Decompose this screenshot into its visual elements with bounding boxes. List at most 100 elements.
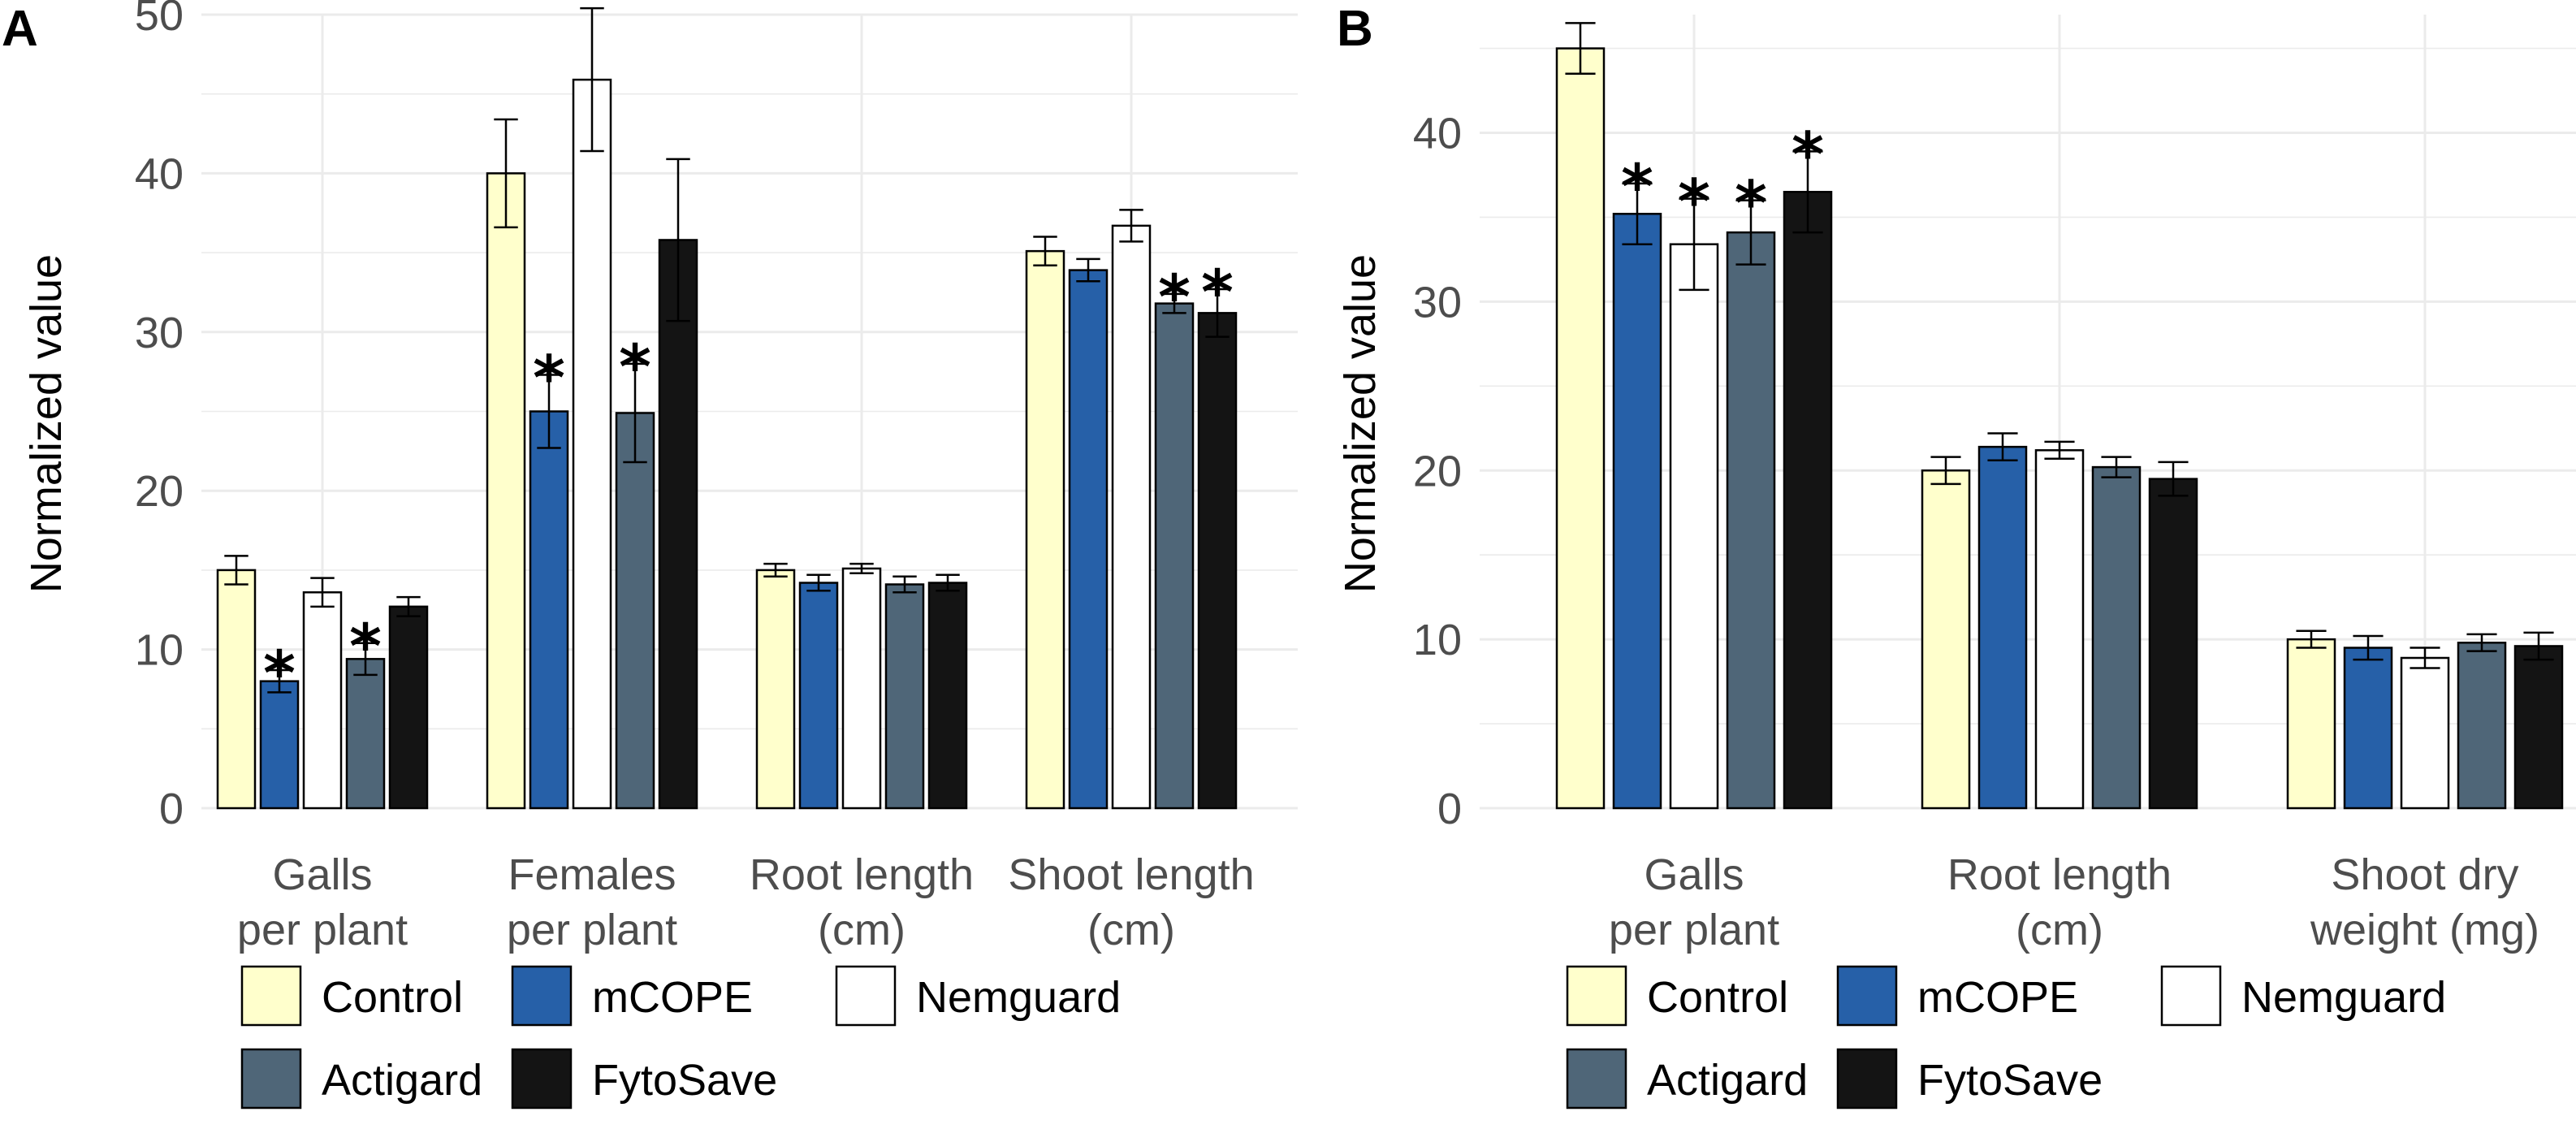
legend-item-fytosave: FytoSave: [1836, 1048, 2103, 1110]
bars: * * * *: [1555, 22, 2564, 810]
bar-control: [1025, 249, 1065, 810]
y-tick-label: 30: [135, 309, 184, 357]
panel-b: B 0 10 20 30 40 Normalized value * * * * Galls per p…: [1336, 1, 2576, 1110]
bar-mcope: [1977, 445, 2028, 810]
legend-label: Control: [1647, 973, 1788, 1022]
bar-nemguard: [2400, 656, 2450, 810]
bar-mcope: [2343, 647, 2393, 810]
error-bar: [1162, 292, 1186, 314]
legend-label: mCOPE: [592, 973, 753, 1022]
error-bar: [2296, 629, 2327, 649]
error-bar: [666, 158, 690, 322]
legend-swatch: [1836, 1048, 1898, 1110]
bar-actigard: [1726, 231, 1776, 810]
x-category-label-line2: (cm): [2016, 906, 2103, 954]
x-category-label-line1: Females: [508, 850, 676, 899]
x-category-label-line2: per plant: [237, 906, 408, 954]
bar-control: [216, 569, 257, 810]
bar-nemguard: [302, 591, 343, 810]
legend-label: FytoSave: [1917, 1056, 2103, 1105]
x-category-label-line1: Galls: [1644, 850, 1744, 899]
bar-control: [1555, 47, 1606, 810]
y-tick-label: 20: [135, 467, 184, 516]
error-bar: [2410, 647, 2440, 669]
error-bar: [1076, 257, 1100, 283]
y-tick-label: 40: [135, 149, 184, 198]
x-category-label-line2: (cm): [1087, 906, 1175, 954]
legend-item-nemguard: Nemguard: [835, 965, 1121, 1027]
bar-actigard: [2457, 642, 2507, 810]
x-category-label-line1: Root length: [750, 850, 974, 899]
bar-control: [2286, 638, 2336, 810]
y-tick-label: 0: [159, 785, 184, 833]
error-bar: [2353, 634, 2384, 661]
error-bar: [580, 6, 604, 153]
bar-mcope: [529, 410, 569, 810]
bar-control: [486, 172, 526, 810]
legend-item-actigard: Actigard: [1566, 1048, 1808, 1110]
bars: ***** *: [216, 6, 1238, 810]
error-bar: [936, 573, 960, 592]
error-bar: [2158, 461, 2189, 497]
bar-nemguard: [841, 567, 882, 810]
x-category-label-line2: weight (mg): [2310, 906, 2539, 954]
x-category-label-line2: per plant: [507, 906, 677, 954]
significance-star: *: [1792, 118, 1824, 190]
bar-mcope: [798, 582, 839, 810]
error-bar: [849, 562, 874, 575]
error-bar: [893, 575, 917, 594]
bar-fytosave: [658, 239, 698, 810]
error-bar: [623, 362, 647, 464]
error-bar: [1119, 209, 1143, 243]
error-bar: [494, 118, 518, 229]
legend-swatch: [511, 1048, 573, 1110]
legend: Control mCOPE Nemguard Actigard FytoSave: [240, 965, 1121, 1110]
legend-label: Actigard: [322, 1056, 482, 1105]
significance-star: *: [1621, 150, 1653, 223]
error-bar: [1033, 236, 1057, 266]
y-tick-label: 10: [1413, 616, 1462, 664]
error-bar: [353, 642, 378, 677]
legend-swatch: [1566, 1048, 1627, 1110]
y-tick-label: 20: [1413, 447, 1462, 495]
bar-nemguard: [2034, 449, 2085, 810]
legend-swatch: [240, 1048, 302, 1110]
y-tick-label: 0: [1437, 785, 1462, 833]
legend-swatch: [835, 965, 897, 1027]
legend-label: mCOPE: [1917, 973, 2078, 1022]
legend-item-control: Control: [240, 965, 463, 1027]
bar-mcope: [1612, 213, 1662, 810]
error-bar: [763, 562, 788, 577]
bar-nemguard: [1111, 224, 1152, 810]
error-bar: [806, 573, 831, 592]
bar-nemguard: [572, 78, 612, 810]
legend-swatch: [1566, 965, 1627, 1027]
significance-star: *: [533, 342, 565, 414]
bar-fytosave: [388, 605, 429, 810]
bar-control: [755, 569, 796, 810]
legend-label: FytoSave: [592, 1056, 777, 1105]
bar-fytosave: [2148, 478, 2198, 810]
error-bar: [2466, 633, 2497, 652]
bar-actigard: [2091, 465, 2142, 810]
panel-letter: A: [2, 1, 38, 57]
error-bar: [1930, 456, 1961, 486]
bar-actigard: [884, 583, 925, 810]
bar-fytosave: [1783, 191, 1833, 810]
panel-letter: B: [1337, 1, 1373, 57]
error-bar: [1679, 197, 1709, 292]
significance-star: *: [263, 637, 296, 709]
legend-label: Actigard: [1647, 1056, 1808, 1105]
legend-item-actigard: Actigard: [240, 1048, 482, 1110]
y-axis-title: Normalized value: [1336, 254, 1385, 593]
legend: Control mCOPE Nemguard Actigard FytoSave: [1566, 965, 2446, 1110]
significance-star: *: [619, 331, 651, 403]
bar-mcope: [1068, 269, 1109, 810]
legend-swatch: [1836, 965, 1898, 1027]
bar-fytosave: [1197, 312, 1238, 810]
bar-control: [1921, 469, 1971, 810]
error-bar: [1792, 150, 1823, 234]
legend-swatch: [240, 965, 302, 1027]
